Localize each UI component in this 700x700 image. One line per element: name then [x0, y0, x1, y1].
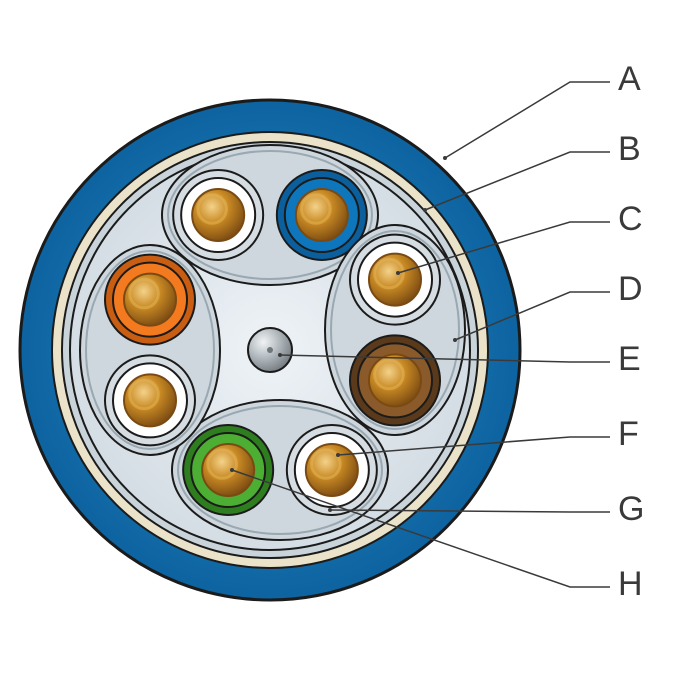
label-H: H [618, 565, 643, 603]
wire-bottom-b [287, 425, 377, 515]
cable-cross-section-diagram: ABCDEFGH [0, 0, 700, 700]
wire-right-b [350, 335, 440, 425]
wire-top-a [173, 170, 263, 260]
wire-left-a [105, 255, 195, 345]
wire-bottom-a [183, 425, 273, 515]
wire-left-b [105, 355, 195, 445]
label-G: G [618, 490, 644, 528]
wire-right-a [350, 235, 440, 325]
leader-A [445, 82, 610, 158]
label-B: B [618, 130, 641, 168]
label-E: E [618, 340, 641, 378]
label-D: D [618, 270, 643, 308]
label-C: C [618, 200, 643, 238]
label-F: F [618, 415, 639, 453]
label-A: A [618, 60, 641, 98]
